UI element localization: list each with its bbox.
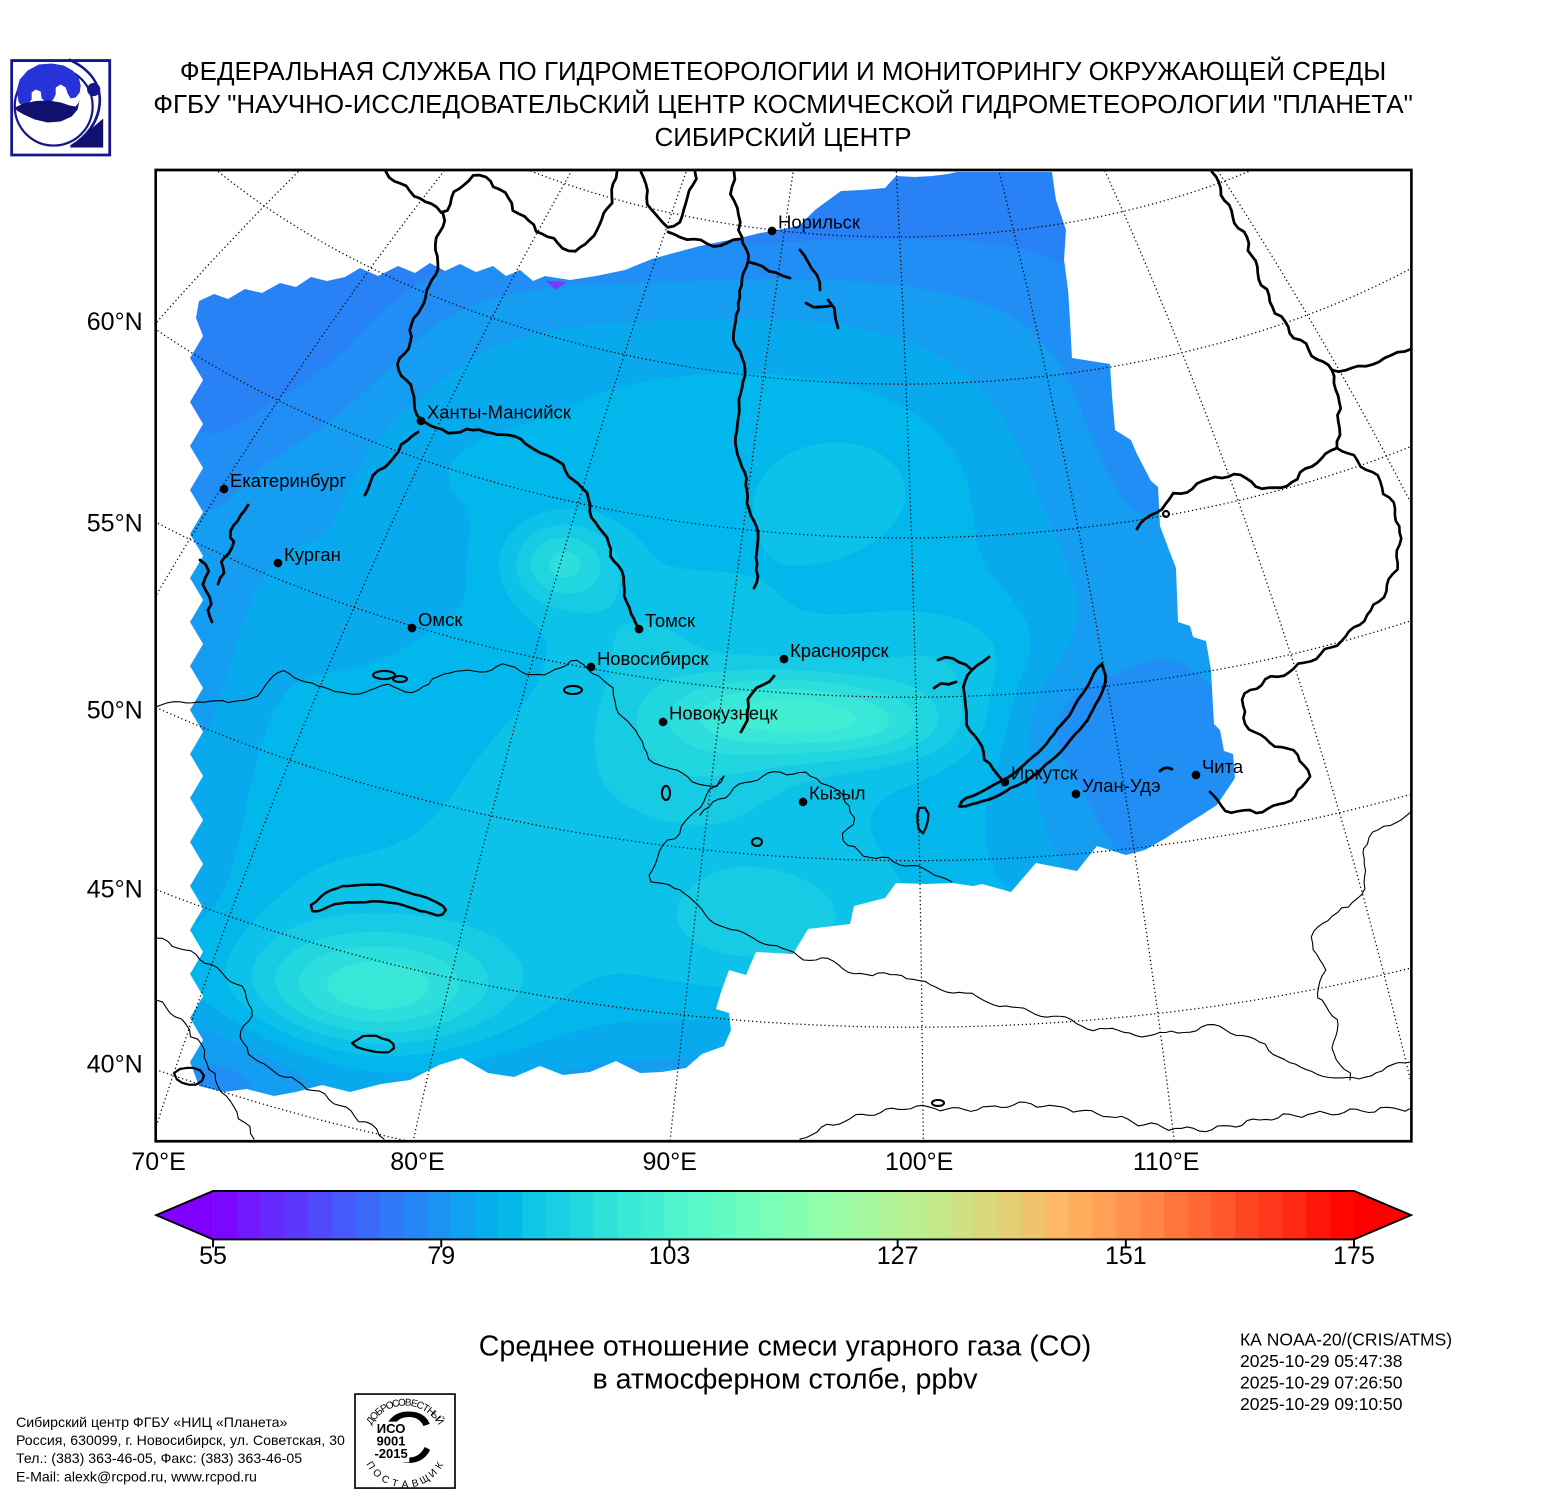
svg-text:90°E: 90°E [642, 1148, 696, 1176]
svg-text:Кызыл: Кызыл [809, 783, 866, 804]
svg-text:2025-10-29 05:47:38: 2025-10-29 05:47:38 [1240, 1351, 1403, 1371]
svg-text:Омск: Омск [418, 609, 463, 630]
svg-text:С: С [391, 1398, 400, 1410]
svg-text:В: В [411, 1478, 421, 1490]
svg-text:55°N: 55°N [87, 510, 143, 538]
svg-text:Россия, 630099, г. Новосибирск: Россия, 630099, г. Новосибирск, ул. Сове… [16, 1433, 345, 1449]
svg-text:Новосибирск: Новосибирск [597, 648, 709, 669]
svg-text:Курган: Курган [284, 544, 341, 565]
svg-text:ФГБУ "НАУЧНО-ИССЛЕДОВАТЕЛЬСКИЙ: ФГБУ "НАУЧНО-ИССЛЕДОВАТЕЛЬСКИЙ ЦЕНТР КОС… [153, 89, 1413, 119]
svg-text:О: О [384, 1399, 395, 1412]
svg-text:П: П [364, 1460, 377, 1472]
svg-text:Среднее отношение смеси угарно: Среднее отношение смеси угарного газа (C… [479, 1330, 1092, 1362]
svg-text:Т: Т [390, 1478, 399, 1490]
svg-text:Сибирский центр ФГБУ «НИЦ «Пла: Сибирский центр ФГБУ «НИЦ «Планета» [16, 1415, 288, 1431]
svg-text:103: 103 [649, 1242, 691, 1270]
svg-text:2025-10-29 09:10:50: 2025-10-29 09:10:50 [1240, 1394, 1403, 1414]
svg-text:175: 175 [1333, 1242, 1375, 1270]
svg-text:Е: Е [410, 1398, 419, 1410]
svg-text:ФЕДЕРАЛЬНАЯ СЛУЖБА ПО ГИДРОМЕТ: ФЕДЕРАЛЬНАЯ СЛУЖБА ПО ГИДРОМЕТЕОРОЛОГИИ … [180, 56, 1386, 86]
svg-text:Улан-Удэ: Улан-Удэ [1082, 775, 1161, 796]
svg-text:Норильск: Норильск [778, 212, 861, 233]
svg-text:100°E: 100°E [885, 1148, 953, 1176]
svg-text:E-Mail: alexk@rcpod.ru, www.rc: E-Mail: alexk@rcpod.ru, www.rcpod.ru [16, 1469, 257, 1485]
svg-text:9001: 9001 [377, 1433, 406, 1448]
svg-text:Д: Д [365, 1415, 378, 1427]
svg-text:А: А [402, 1480, 409, 1491]
svg-text:Р: Р [379, 1402, 391, 1415]
svg-text:127: 127 [877, 1242, 919, 1270]
svg-text:151: 151 [1105, 1242, 1147, 1270]
svg-text:Томск: Томск [645, 610, 696, 631]
svg-text:КА NOAA-20/(CRIS/ATMS): КА NOAA-20/(CRIS/ATMS) [1240, 1330, 1452, 1350]
svg-text:Иркутск: Иркутск [1011, 763, 1079, 784]
svg-text:в атмосферном столбе, ppbv: в атмосферном столбе, ppbv [592, 1363, 978, 1395]
svg-text:Тел.: (383) 363-46-05, Факс: (: Тел.: (383) 363-46-05, Факс: (383) 363-4… [16, 1451, 302, 1467]
svg-text:С: С [415, 1400, 426, 1413]
svg-text:Красноярск: Красноярск [790, 640, 890, 661]
svg-text:О: О [398, 1397, 407, 1409]
svg-text:60°N: 60°N [87, 308, 143, 336]
svg-text:110°E: 110°E [1133, 1148, 1200, 1176]
svg-text:80°E: 80°E [390, 1148, 444, 1176]
svg-text:В: В [404, 1397, 412, 1408]
svg-text:50°N: 50°N [87, 696, 143, 724]
svg-text:ИСО: ИСО [377, 1421, 406, 1436]
svg-text:Ханты-Мансийск: Ханты-Мансийск [427, 402, 572, 423]
svg-text:45°N: 45°N [87, 876, 143, 904]
svg-text:СИБИРСКИЙ ЦЕНТР: СИБИРСКИЙ ЦЕНТР [655, 122, 912, 152]
svg-text:-2015: -2015 [374, 1446, 407, 1461]
svg-text:Екатеринбург: Екатеринбург [230, 470, 346, 491]
svg-text:Щ: Щ [418, 1473, 432, 1487]
svg-text:55: 55 [199, 1242, 227, 1270]
svg-text:2025-10-29 07:26:50: 2025-10-29 07:26:50 [1240, 1372, 1403, 1392]
svg-text:Т: Т [420, 1402, 431, 1415]
svg-text:40°N: 40°N [87, 1051, 143, 1079]
svg-text:С: С [379, 1473, 391, 1486]
svg-text:79: 79 [427, 1242, 455, 1270]
svg-text:Новокузнецк: Новокузнецк [669, 703, 779, 724]
svg-text:Чита: Чита [1202, 756, 1244, 777]
svg-text:К: К [434, 1460, 447, 1471]
svg-text:70°E: 70°E [131, 1148, 185, 1176]
